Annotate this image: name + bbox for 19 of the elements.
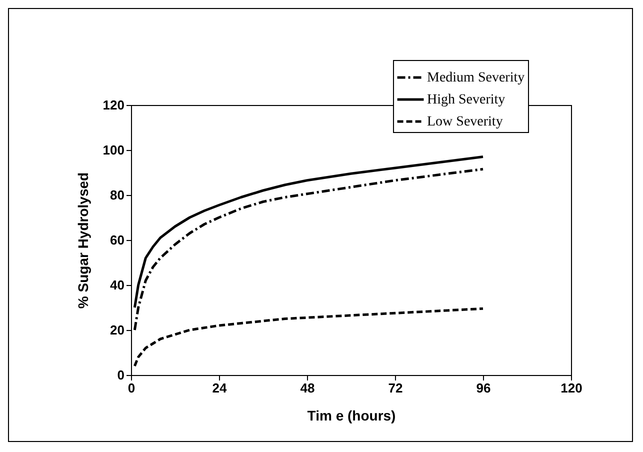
x-axis-title: Tim e (hours) (307, 408, 396, 424)
line-series (133, 307, 484, 368)
x-tick-label: 0 (128, 380, 136, 396)
y-tick-label: 80 (110, 188, 124, 202)
y-tick-label: 40 (110, 278, 124, 292)
legend-label: Low Severity (427, 114, 503, 130)
x-tick-label: 24 (212, 380, 228, 396)
x-tick-label: 120 (560, 380, 582, 396)
legend-label: High Severity (427, 92, 506, 108)
y-tick-label: 0 (117, 368, 124, 382)
y-tick-label: 120 (102, 98, 124, 112)
y-tick-label: 60 (110, 232, 124, 248)
y-tick-label: 20 (110, 322, 124, 338)
legend-label: Medium Severity (427, 70, 525, 86)
x-tick-label: 48 (300, 380, 315, 396)
y-axis-title: % Sugar Hydrolysed (74, 172, 91, 309)
x-tick-label: 96 (476, 380, 491, 396)
y-tick-label: 100 (102, 142, 124, 158)
x-tick-label: 72 (388, 380, 403, 396)
